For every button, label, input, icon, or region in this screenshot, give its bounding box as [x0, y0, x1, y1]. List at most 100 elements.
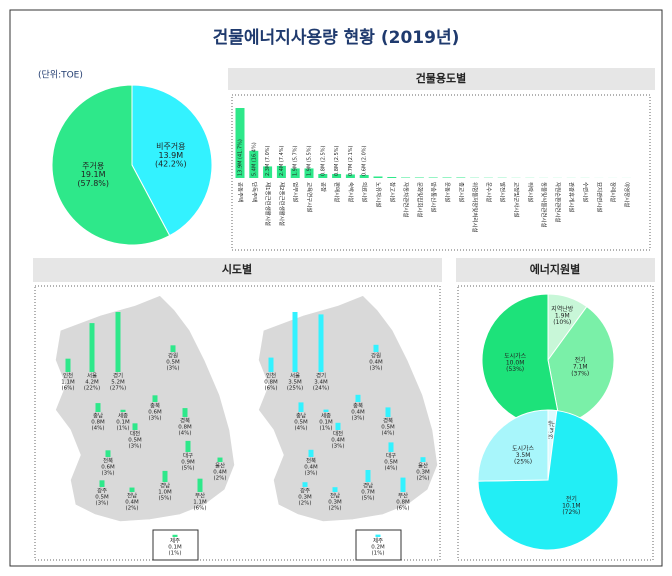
bar	[456, 177, 466, 178]
x-tick-label: 종교시설	[457, 182, 465, 202]
map-bar	[65, 358, 71, 372]
region-label: 경기	[316, 372, 326, 380]
region-value: (6%)	[264, 386, 277, 392]
map-bar	[105, 450, 111, 457]
x-tick-label: 창고시설	[388, 182, 396, 202]
pie-slice	[477, 409, 549, 482]
map-bar	[152, 395, 158, 402]
slice-label: 지역난방	[540, 420, 563, 428]
bar-value: 5.4M (16.4%)	[251, 142, 257, 176]
x-tick-label: 묘지관련시설	[595, 182, 603, 212]
region-label: 경북	[383, 418, 393, 425]
bar	[235, 108, 245, 178]
slice-value: (10%)	[553, 319, 571, 326]
x-tick-label: 야영장시설	[623, 182, 631, 207]
map-bar	[292, 312, 298, 372]
region-label: 강원	[168, 352, 178, 360]
region-value: (5%)	[181, 466, 194, 472]
region-label: 경기	[113, 372, 123, 380]
region-value: (4%)	[294, 426, 307, 432]
slice-amount: 10.1M	[562, 503, 581, 510]
region-value: (3%)	[166, 366, 179, 372]
bar	[442, 177, 452, 178]
slice-amount: 10.0M	[506, 360, 525, 367]
x-tick-label: 문화및집회시설	[416, 182, 424, 217]
region-amount: 0.5M	[166, 360, 180, 366]
region-label: 경북	[180, 418, 190, 425]
region-value: (3%)	[304, 471, 317, 477]
region-amount: 0.5M	[128, 438, 142, 444]
map-bar	[120, 409, 126, 412]
region-label: 세종	[118, 412, 128, 420]
panel-header	[33, 258, 442, 282]
x-tick-label: 발전시설	[499, 182, 507, 202]
region-amount: 1.0M	[158, 490, 172, 496]
slice-label: 전기	[566, 495, 577, 503]
slice-label: 전기	[575, 356, 586, 364]
region-label: 충북	[150, 402, 160, 410]
region-value: (2%)	[298, 501, 311, 507]
island-box	[355, 529, 402, 561]
region-value: (4%)	[91, 426, 104, 432]
region-amount: 0.9M	[181, 460, 195, 466]
x-tick-label: 판매시설	[333, 182, 341, 202]
region-label: 전남	[330, 492, 340, 500]
x-tick-label: 자원순환관련시설	[554, 182, 562, 222]
map-bar	[115, 312, 121, 372]
slice-label: 도시가스	[512, 444, 535, 452]
slice-amount: 13.9M	[158, 151, 183, 160]
region-label: 충남	[296, 412, 306, 420]
region-value: (27%)	[110, 386, 127, 392]
map-bar	[302, 482, 308, 487]
map-bar	[385, 407, 391, 417]
region-value: (2%)	[328, 506, 341, 512]
region-amount: 1.1M	[61, 380, 75, 386]
region-value: (3%)	[95, 501, 108, 507]
region-value: (4%)	[178, 431, 191, 437]
x-tick-label: 수련시설	[582, 182, 590, 202]
region-amount: 0.4M	[331, 438, 345, 444]
map-bar	[185, 440, 191, 452]
region-amount: 0.8M	[264, 380, 278, 386]
region-label: 인천	[63, 372, 73, 380]
region-value: (3%)	[128, 444, 141, 450]
bar-value: 2.3M (7.0%)	[265, 145, 271, 176]
bar	[276, 165, 286, 178]
region-value: (3%)	[148, 416, 161, 422]
region-amount: 0.2M	[371, 545, 385, 551]
unit: (단위:TOE)	[38, 70, 83, 81]
region-label: 세종	[321, 412, 331, 420]
map-bar	[298, 402, 304, 412]
region-label: 대구	[386, 452, 396, 460]
region-label: 경남	[160, 482, 170, 490]
map-bar	[332, 487, 338, 492]
x-tick-label: 관광휴게시설	[568, 182, 576, 212]
x-tick-label: 장례시설	[609, 182, 617, 202]
x-tick-label: 업무시설	[292, 182, 300, 202]
map-bar	[95, 403, 101, 412]
map-bar	[182, 408, 188, 417]
panel-box	[231, 94, 651, 251]
pie-slice	[131, 84, 213, 237]
map-bar	[373, 344, 379, 352]
bar	[304, 168, 314, 178]
region-label: 경남	[363, 482, 373, 490]
region-value: (3%)	[101, 471, 114, 477]
region-value: (1%)	[116, 426, 129, 432]
region-label: 대구	[183, 452, 193, 460]
slice-amount: 3.5M	[516, 452, 531, 459]
panel-box	[457, 285, 654, 561]
panel-box	[34, 285, 441, 561]
x-tick-label: 숙박시설	[347, 182, 355, 202]
slice-label: 지역난방	[551, 305, 574, 313]
region-value: (25%)	[287, 386, 304, 392]
region-amount: 0.3M	[298, 495, 312, 501]
region-amount: 0.1M	[319, 420, 333, 426]
x-tick-label: 동물및식물관련시설	[540, 182, 548, 228]
region-value: (5%)	[361, 496, 374, 502]
region-value: (4%)	[381, 431, 394, 437]
region-value: (2%)	[213, 476, 226, 482]
slice-amount: 0.3M	[544, 428, 559, 435]
region-amount: 4.2M	[85, 380, 99, 386]
map-bar	[162, 470, 168, 482]
